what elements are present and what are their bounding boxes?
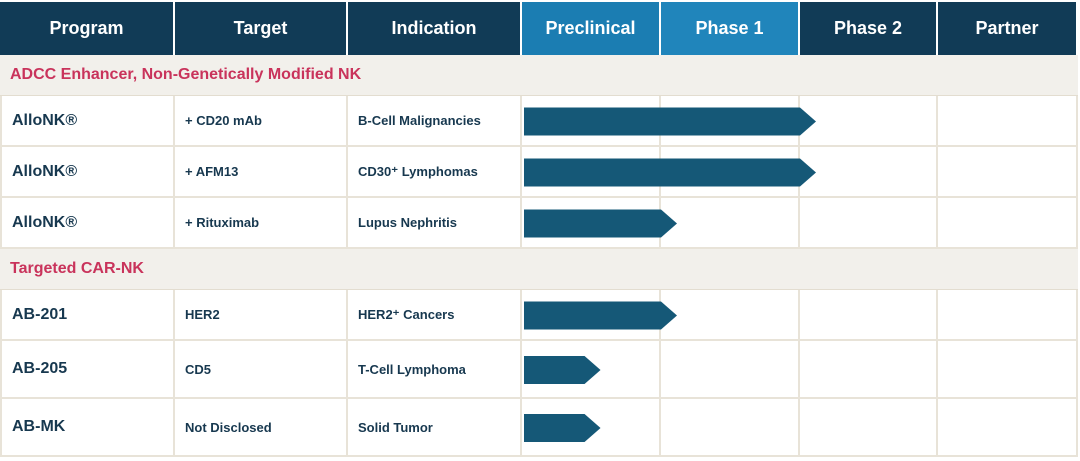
column-header: Program — [0, 2, 175, 55]
target: + Rituximab — [175, 198, 348, 249]
stage-cell — [938, 399, 1078, 457]
progress-bar — [524, 107, 816, 136]
stage-cell — [938, 341, 1078, 399]
target: + CD20 mAb — [175, 96, 348, 147]
stage-cell — [938, 96, 1078, 147]
indication: Solid Tumor — [348, 399, 522, 457]
program: AlloNK® — [0, 147, 175, 198]
progress-bar — [524, 209, 677, 238]
stage-cell — [800, 341, 938, 399]
column-header: Preclinical — [522, 2, 661, 55]
progress-bar — [524, 414, 601, 442]
progress-bar — [524, 158, 816, 187]
stage-cell — [800, 96, 938, 147]
stage-cell — [522, 341, 661, 399]
indication: Lupus Nephritis — [348, 198, 522, 249]
stage-cell — [661, 198, 800, 249]
target: HER2 — [175, 290, 348, 341]
stage-cell — [661, 341, 800, 399]
column-header: Phase 2 — [800, 2, 938, 55]
progress-bar — [524, 301, 677, 330]
column-header: Phase 1 — [661, 2, 800, 55]
stage-cell — [800, 290, 938, 341]
indication: HER2⁺ Cancers — [348, 290, 522, 341]
stage-cell — [938, 290, 1078, 341]
stage-cell — [938, 147, 1078, 198]
stage-cell — [800, 198, 938, 249]
stage-cell — [661, 399, 800, 457]
stage-cell — [938, 198, 1078, 249]
progress-bar — [524, 356, 601, 384]
program: AlloNK® — [0, 198, 175, 249]
indication: B-Cell Malignancies — [348, 96, 522, 147]
program: AB-201 — [0, 290, 175, 341]
section-title: Targeted CAR-NK — [0, 249, 1078, 290]
program: AB-205 — [0, 341, 175, 399]
column-header: Indication — [348, 2, 522, 55]
target: CD5 — [175, 341, 348, 399]
section-title: ADCC Enhancer, Non-Genetically Modified … — [0, 55, 1078, 96]
target: Not Disclosed — [175, 399, 348, 457]
column-header: Target — [175, 2, 348, 55]
target: + AFM13 — [175, 147, 348, 198]
column-header: Partner — [938, 2, 1078, 55]
stage-cell — [661, 290, 800, 341]
indication: T-Cell Lymphoma — [348, 341, 522, 399]
indication: CD30⁺ Lymphomas — [348, 147, 522, 198]
stage-cell — [800, 147, 938, 198]
program: AlloNK® — [0, 96, 175, 147]
stage-cell — [522, 399, 661, 457]
program: AB-MK — [0, 399, 175, 457]
stage-cell — [800, 399, 938, 457]
